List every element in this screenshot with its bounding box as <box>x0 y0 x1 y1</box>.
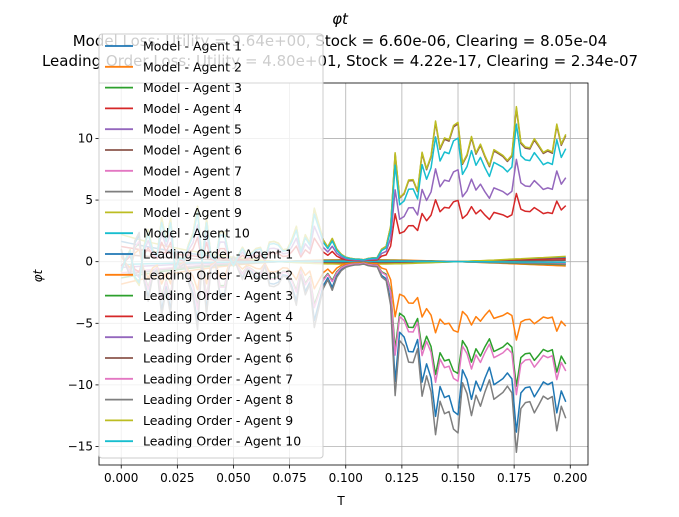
x-tick-label: 0.050 <box>216 471 250 485</box>
y-tick-label: −15 <box>68 440 93 454</box>
legend-label: Leading Order - Agent 10 <box>143 434 301 449</box>
y-tick-label: 0 <box>85 255 93 269</box>
y-tick-label: 5 <box>85 193 93 207</box>
legend: Model - Agent 1 Model - Agent 2 Model - Ag… <box>98 33 324 459</box>
y-tick-label: −10 <box>68 378 93 392</box>
legend-label: Leading Order - Agent 8 <box>143 392 293 407</box>
legend-label: Model - Agent 6 <box>143 143 242 158</box>
x-tick-label: 0.000 <box>104 471 138 485</box>
x-tick-label: 0.125 <box>385 471 419 485</box>
legend-label: Model - Agent 3 <box>143 80 242 95</box>
x-tick-label: 0.025 <box>160 471 194 485</box>
x-axis-label: T <box>336 494 345 508</box>
x-tick-label: 0.150 <box>441 471 475 485</box>
legend-label: Model - Agent 9 <box>143 205 242 220</box>
legend-label: Leading Order - Agent 3 <box>143 288 293 303</box>
legend-label: Leading Order - Agent 2 <box>143 267 293 282</box>
y-tick-label: 10 <box>78 131 93 145</box>
legend-label: Leading Order - Agent 5 <box>143 330 293 345</box>
legend-label: Leading Order - Agent 6 <box>143 351 293 366</box>
x-tick-label: 0.200 <box>553 471 587 485</box>
legend-label: Leading Order - Agent 7 <box>143 371 293 386</box>
legend-label: Model - Agent 10 <box>143 226 250 241</box>
x-tick-label: 0.175 <box>497 471 531 485</box>
legend-label: Leading Order - Agent 1 <box>143 247 293 262</box>
legend-box <box>98 33 324 459</box>
legend-label: Leading Order - Agent 4 <box>143 309 293 324</box>
chart-title: φt <box>332 10 349 28</box>
y-tick-label: −5 <box>75 316 93 330</box>
legend-label: Model - Agent 7 <box>143 163 242 178</box>
legend-label: Model - Agent 8 <box>143 184 242 199</box>
x-tick-label: 0.100 <box>329 471 363 485</box>
legend-label: Model - Agent 5 <box>143 122 242 137</box>
y-axis-label: φt <box>31 268 45 282</box>
legend-label: Model - Agent 2 <box>143 59 242 74</box>
legend-label: Leading Order - Agent 9 <box>143 413 293 428</box>
legend-label: Model - Agent 4 <box>143 101 242 116</box>
x-tick-label: 0.075 <box>272 471 306 485</box>
tick-layer: 0.000 0.025 0.050 0.075 0.100 0.125 0.150 0.175… <box>68 131 588 485</box>
legend-label: Model - Agent 1 <box>143 39 242 54</box>
